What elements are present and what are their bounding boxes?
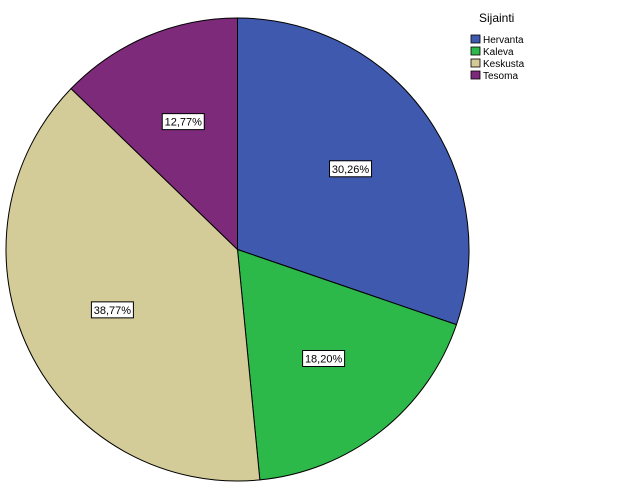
legend-label: Kaleva	[483, 47, 514, 58]
pie-label-box	[161, 113, 205, 131]
pie-label-tesoma: 12,77%	[161, 113, 205, 131]
pie-label-text: 38,77%	[94, 305, 132, 317]
legend-item-tesoma: Tesoma	[470, 70, 518, 82]
pie-slices	[5, 17, 470, 482]
pie-slice-keskusta	[5, 87, 261, 482]
pie-label-hervanta: 30,26%	[329, 160, 373, 178]
legend-label: Hervanta	[483, 35, 524, 46]
pie-label-text: 30,26%	[332, 164, 370, 176]
pie-label-box	[329, 160, 373, 178]
legend-item-keskusta: Keskusta	[470, 58, 525, 70]
pie-label-box	[90, 301, 134, 319]
pie-slice-kaleva	[236, 248, 458, 481]
pie-label-kaleva: 18,20%	[302, 349, 346, 367]
legend-title: Sijainti	[479, 11, 514, 25]
legend-swatch	[470, 70, 481, 80]
pie-data-labels: 30,26% 18,20% 38,77% 12,77%	[90, 113, 373, 367]
pie-label-keskusta: 38,77%	[90, 301, 134, 319]
legend-label: Tesoma	[483, 71, 518, 82]
legend-swatch	[470, 58, 481, 68]
legend-item-kaleva: Kaleva	[470, 46, 514, 58]
pie-label-text: 12,77%	[165, 117, 203, 129]
pie-slice-tesoma	[70, 17, 238, 251]
pie-label-box	[302, 349, 346, 367]
legend-swatch	[470, 46, 481, 56]
pie-label-text: 18,20%	[305, 353, 343, 365]
legend-item-hervanta: Hervanta	[470, 34, 524, 46]
legend-label: Keskusta	[483, 59, 525, 70]
legend-swatch	[470, 34, 481, 44]
